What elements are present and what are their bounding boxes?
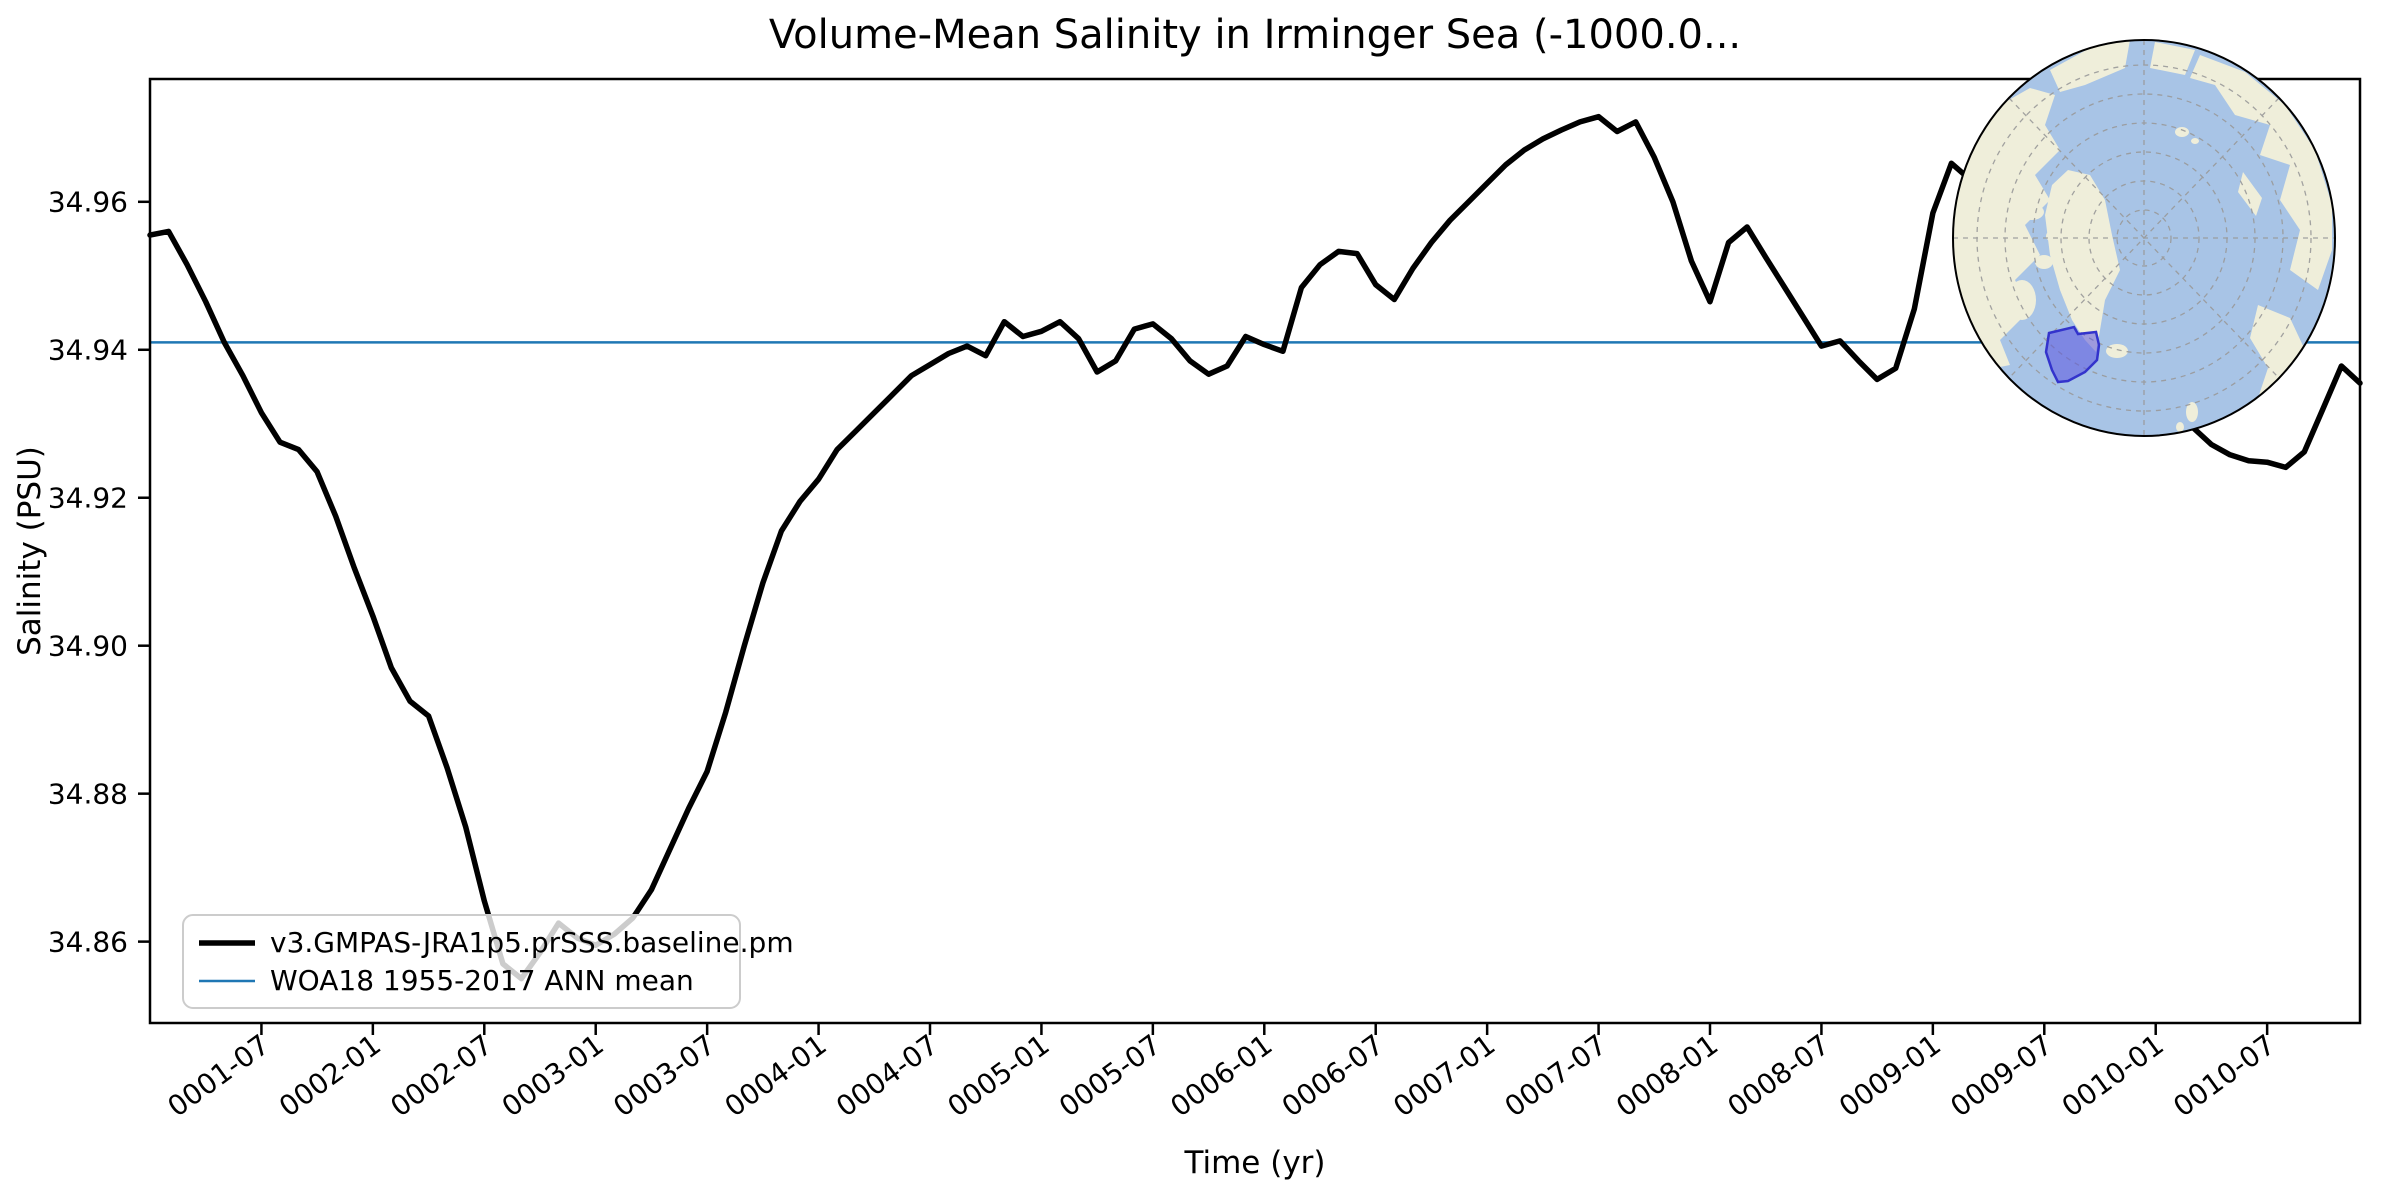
y-axis-ticks: 34.86 34.88 34.90 34.92 34.94 34.96 [48,186,150,958]
x-tick-label: 0003-01 [496,1028,610,1123]
map-landmasses [1953,40,2332,436]
plot-border [148,77,2362,1025]
legend: v3.GMPAS-JRA1p5.prSSS.baseline.pm WOA18 … [182,914,794,1009]
chart-title: Volume-Mean Salinity in Irminger Sea (-1… [769,12,1741,58]
y-axis-label: Salinity (PSU) [12,446,48,656]
x-tick-label: 0004-01 [719,1028,833,1123]
x-tick-label: 0002-01 [273,1028,387,1123]
legend-box [182,914,741,1009]
x-tick-label: 0007-01 [1387,1028,1501,1123]
x-tick-label: 0009-07 [1944,1028,2058,1123]
x-tick-label: 0002-07 [384,1028,498,1123]
x-tick-label: 0006-07 [1276,1028,1390,1123]
x-tick-label: 0009-01 [1833,1028,1947,1123]
inset-polar-map [1952,39,2336,437]
x-tick-label: 0005-01 [941,1028,1055,1123]
y-tick-label: 34.94 [48,334,128,367]
map-region-irminger-sea [2044,325,2101,384]
x-tick-label: 0010-01 [2056,1028,2170,1123]
map-outline [1952,39,2336,437]
x-tick-label: 0006-01 [1164,1028,1278,1123]
x-axis-ticks: 0001-070002-010002-070003-010003-070004-… [161,1023,2281,1123]
x-tick-label: 0005-07 [1053,1028,1167,1123]
x-tick-label: 0008-07 [1721,1028,1835,1123]
legend-label-series: v3.GMPAS-JRA1p5.prSSS.baseline.pm [270,926,794,959]
y-tick-label: 34.86 [48,925,128,958]
x-tick-label: 0003-07 [607,1028,721,1123]
x-axis-label: Time (yr) [1184,1145,1326,1181]
legend-label-reference: WOA18 1955-2017 ANN mean [270,964,694,997]
x-tick-label: 0004-07 [830,1028,944,1123]
x-tick-label: 0008-01 [1610,1028,1724,1123]
x-tick-label: 0001-07 [161,1028,275,1123]
y-tick-label: 34.92 [48,482,128,515]
y-tick-label: 34.88 [48,777,128,810]
x-tick-label: 0010-07 [2167,1028,2281,1123]
y-tick-label: 34.90 [48,629,128,662]
x-tick-label: 0007-07 [1499,1028,1613,1123]
y-tick-label: 34.96 [48,186,128,219]
map-graticule [1953,40,2335,436]
